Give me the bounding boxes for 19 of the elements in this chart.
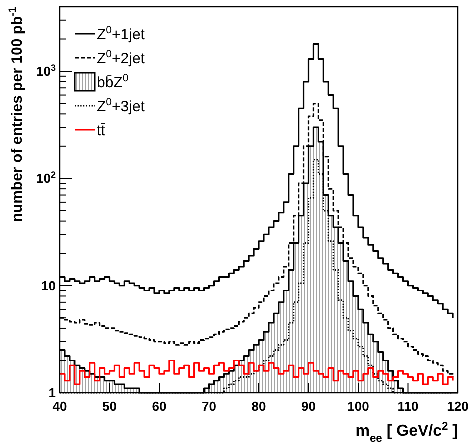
x-tick-label: 60 [152, 399, 167, 414]
x-tick-label: 120 [447, 399, 469, 414]
legend-label: Z$^{0}$+3jet [97, 96, 146, 116]
x-tick-label: 90 [302, 399, 316, 414]
legend-label: Z$^{0}$+1jet [97, 24, 146, 44]
x-tick-label: 110 [398, 399, 419, 414]
y-tick-label: 10$^{3}$ [36, 63, 56, 80]
x-tick-label: 50 [102, 399, 117, 414]
x-tick-label: 40 [52, 399, 68, 414]
x-tick-label: 80 [252, 399, 266, 414]
legend-label: Z$^{0}$+2jet [97, 48, 146, 68]
x-tick-label: 70 [202, 399, 216, 414]
x-tick-label: 100 [348, 399, 370, 414]
y-tick-label: 10 [42, 278, 56, 294]
y-tick-label: 1 [48, 386, 56, 401]
legend-label: bb̄Z$^{0}$ [97, 72, 129, 92]
x-axis-title: m$_{ee}$ [ GeV/c$^{2}$ ] [356, 421, 458, 442]
y-tick-label: 10$^{2}$ [36, 170, 56, 186]
legend-label: tt̄ [97, 122, 106, 140]
